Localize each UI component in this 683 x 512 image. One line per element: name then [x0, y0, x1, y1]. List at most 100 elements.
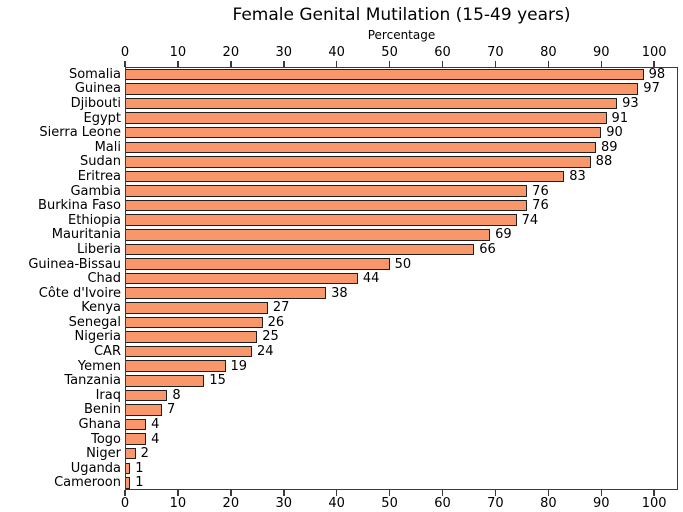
bar-row: Burkina Faso 76: [0, 198, 683, 213]
bar: [125, 404, 163, 416]
country-label: Tanzania: [64, 373, 121, 389]
x-axis-tick-label: 50: [381, 45, 398, 60]
bar: [125, 214, 517, 226]
bar-row: Egypt 91: [0, 111, 683, 126]
x-axis-tick-label: 40: [328, 496, 345, 511]
bar-row: Mali 89: [0, 140, 683, 155]
bar: [125, 462, 131, 475]
bar-row: Guinea-Bissau 50: [0, 257, 683, 272]
x-axis-tick-label: 100: [641, 496, 667, 511]
bar-row: Senegal 26: [0, 315, 683, 330]
x-axis-tick-label: 0: [120, 45, 130, 60]
country-label: Mali: [94, 139, 121, 155]
country-label: Niger: [86, 446, 121, 462]
country-label: Yemen: [77, 358, 121, 374]
value-label: 69: [495, 227, 512, 243]
bar-row: Sudan 88: [0, 155, 683, 170]
value-label: 19: [230, 358, 248, 374]
country-label: Guinea: [74, 81, 121, 97]
x-axis-tick: [441, 490, 444, 496]
bar-row: CAR 24: [0, 344, 683, 359]
country-label: Togo: [91, 431, 121, 447]
x-axis-tick-label: 60: [434, 496, 451, 511]
x-axis-tick-label: 80: [540, 496, 557, 511]
country-label: Chad: [87, 271, 121, 287]
x-axis-tick: [124, 61, 126, 67]
x-axis-tick: [335, 61, 338, 67]
value-label: 1: [135, 460, 144, 476]
value-label: 74: [521, 212, 539, 228]
value-label: 76: [532, 198, 549, 214]
bar-row: Kenya 27: [0, 301, 683, 316]
x-axis-tick-label: 80: [540, 45, 557, 60]
value-label: 98: [648, 66, 666, 82]
x-axis-tick: [335, 490, 338, 496]
value-label: 15: [209, 373, 226, 389]
x-axis-tick: [124, 490, 126, 496]
x-axis-tick: [600, 490, 603, 496]
bar: [125, 345, 252, 358]
x-axis-label: Percentage: [367, 28, 436, 42]
x-axis-tick: [283, 61, 285, 67]
country-label: Nigeria: [74, 329, 121, 345]
bar: [125, 229, 491, 241]
x-axis-tick: [653, 490, 655, 496]
x-axis-tick: [494, 490, 497, 496]
country-label: Burkina Faso: [38, 198, 121, 214]
bar-row: Benin 7: [0, 403, 683, 418]
x-axis-tick-label: 100: [641, 45, 667, 60]
x-axis-tick-label: 0: [120, 496, 130, 511]
country-label: Côte d'Ivoire: [38, 285, 121, 301]
value-label: 25: [262, 329, 279, 345]
x-axis-tick-label: 30: [275, 45, 293, 60]
value-label: 8: [172, 387, 181, 403]
bar-row: Nigeria 25: [0, 330, 683, 345]
value-label: 26: [267, 314, 285, 330]
x-axis-tick: [177, 490, 179, 496]
value-label: 44: [362, 271, 380, 287]
value-label: 89: [600, 139, 618, 155]
bar-row: Somalia 98: [0, 67, 683, 82]
value-label: 50: [394, 256, 412, 272]
country-label: Uganda: [70, 460, 121, 476]
bar-row: Ethiopia 74: [0, 213, 683, 228]
value-label: 27: [272, 300, 290, 316]
country-label: Sudan: [80, 154, 121, 170]
bar: [125, 68, 644, 81]
value-label: 7: [167, 402, 176, 418]
country-label: Djibouti: [70, 95, 121, 111]
chart-title: Female Genital Mutilation (15-49 years): [232, 5, 571, 25]
country-label: Cameroon: [54, 475, 121, 491]
bar-row: Côte d'Ivoire 38: [0, 286, 683, 301]
bar-row: Sierra Leone 90: [0, 125, 683, 140]
country-label: CAR: [93, 344, 121, 360]
x-axis-tick: [547, 61, 550, 67]
bar-row: Ghana 4: [0, 417, 683, 432]
x-axis-tick-label: 70: [487, 45, 504, 60]
bar: [125, 97, 618, 110]
value-label: 66: [479, 241, 496, 257]
plot-area: Somalia 98 Guinea 97 Djibouti 93 Egypt 91 Sierra…: [0, 67, 683, 490]
x-axis-tick: [547, 490, 550, 496]
country-label: Gambia: [70, 183, 121, 199]
bar: [125, 199, 528, 212]
x-axis-tick: [494, 61, 497, 67]
value-label: 76: [532, 183, 549, 199]
bar: [125, 433, 147, 445]
bar: [125, 360, 226, 372]
x-axis-tick: [230, 61, 232, 67]
bar: [125, 316, 263, 329]
x-axis-tick-label: 20: [222, 45, 240, 60]
bar-row: Gambia 76: [0, 184, 683, 199]
bar-row: Djibouti 93: [0, 96, 683, 111]
bar: [125, 302, 268, 314]
country-label: Somalia: [68, 66, 121, 82]
bar: [125, 156, 591, 168]
value-label: 91: [611, 110, 629, 126]
value-label: 4: [151, 431, 160, 447]
value-label: 38: [331, 285, 348, 301]
bar: [125, 447, 136, 460]
value-label: 88: [595, 154, 613, 170]
value-label: 97: [643, 81, 660, 97]
